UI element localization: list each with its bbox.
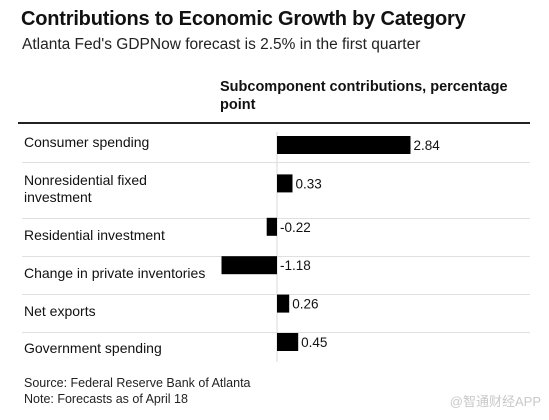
bar — [277, 174, 293, 193]
chart-title: Contributions to Economic Growth by Cate… — [21, 8, 466, 30]
bar-value-label: 2.84 — [414, 138, 441, 153]
forecast-note: Note: Forecasts as of April 18 — [24, 392, 188, 406]
chart-subtitle: Atlanta Fed's GDPNow forecast is 2.5% in… — [22, 36, 421, 53]
bar — [277, 136, 411, 154]
row-divider — [22, 332, 530, 333]
category-label: Nonresidential fixed investment — [24, 172, 224, 206]
category-label: Government spending — [24, 340, 224, 357]
bar — [277, 333, 299, 351]
category-label-line: Government spending — [24, 340, 162, 356]
bar-value-label: -0.22 — [280, 220, 311, 235]
bar-value-label: 0.33 — [296, 176, 322, 191]
row-divider — [22, 256, 530, 257]
row-divider — [22, 218, 530, 219]
category-label: Residential investment — [24, 227, 224, 244]
bar — [277, 294, 290, 313]
category-label-line: Consumer spending — [24, 134, 150, 150]
column-header: Subcomponent contributions, percentage p… — [220, 79, 508, 113]
row-divider — [22, 162, 530, 163]
category-label-line: Change in private inventories — [24, 265, 206, 281]
row-divider — [22, 294, 530, 295]
source-note: Source: Federal Reserve Bank of Atlanta — [24, 376, 251, 390]
category-label: Consumer spending — [24, 134, 224, 151]
category-label: Net exports — [24, 303, 224, 320]
bar-value-label: 0.26 — [292, 297, 318, 312]
category-label-line: Net exports — [24, 303, 96, 319]
bar — [221, 256, 277, 275]
bar-value-label: 0.45 — [301, 335, 327, 350]
header-rule — [18, 122, 530, 124]
category-label-line: Residential investment — [24, 227, 165, 243]
category-label-line: investment — [24, 189, 92, 205]
category-label-line: Nonresidential fixed — [24, 172, 147, 188]
bar — [266, 217, 277, 236]
bar-value-label: -1.18 — [280, 258, 311, 273]
category-label: Change in private inventories — [24, 265, 224, 282]
watermark: @智通财经APP — [449, 394, 541, 409]
